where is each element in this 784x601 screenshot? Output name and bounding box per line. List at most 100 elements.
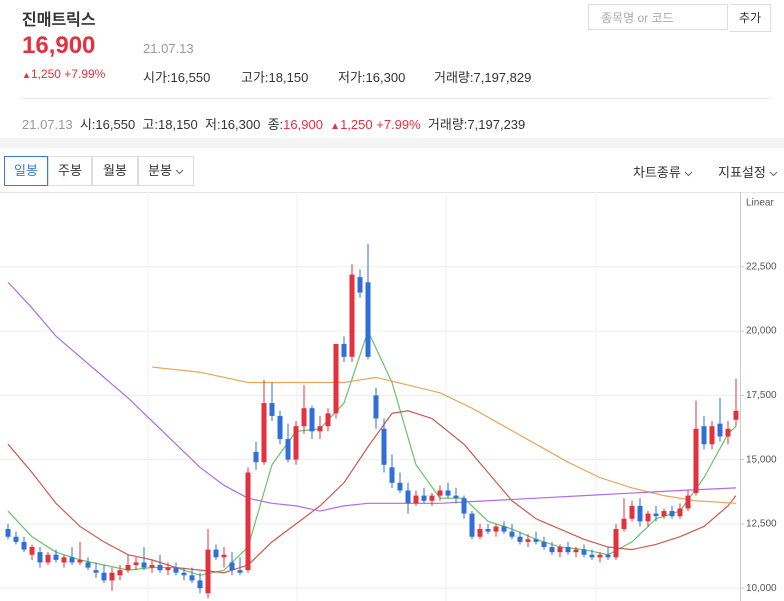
label: 거래량: xyxy=(434,70,474,85)
candle-body xyxy=(685,495,691,509)
change: ▲1,250 +7.99% xyxy=(22,67,105,81)
candle-body xyxy=(589,554,595,558)
candle-body xyxy=(37,552,43,563)
summary: 21.07.13 시:16,550 고:18,150 저:16,300 종:16… xyxy=(22,114,525,133)
candle-body xyxy=(453,495,459,499)
candle-body xyxy=(349,274,355,357)
divider xyxy=(22,98,770,99)
candle-body xyxy=(101,572,107,581)
candle-body xyxy=(573,549,579,553)
stat: 저가:16,300 xyxy=(338,67,405,86)
candle-body xyxy=(149,565,155,568)
candle-body xyxy=(189,575,195,581)
candle-body xyxy=(509,531,515,537)
candle-body xyxy=(477,529,483,537)
add-button[interactable]: 추가 xyxy=(730,4,771,32)
change-pct: +7.99% xyxy=(64,67,106,81)
candle-body xyxy=(701,426,707,445)
candle-body xyxy=(93,570,99,573)
candle-body xyxy=(421,495,427,501)
value: 18,150 xyxy=(158,117,198,132)
up-icon: ▲ xyxy=(22,70,31,80)
stat: 시가:16,550 xyxy=(143,67,210,86)
candle-body xyxy=(405,490,411,504)
change-value: 1,250 xyxy=(30,67,61,81)
label: 고: xyxy=(142,117,158,132)
candle-body xyxy=(581,549,587,555)
candle-body xyxy=(397,482,403,491)
candle-body xyxy=(717,423,723,437)
label: 거래량: xyxy=(427,117,468,132)
tab-weekly[interactable]: 주봉 xyxy=(48,156,92,186)
summary-date: 21.07.13 xyxy=(22,117,73,132)
candle-body xyxy=(373,395,379,419)
chart: Linear 10,000 12,500 15,000 17,500 20,000 22,… xyxy=(0,192,784,601)
search-input[interactable]: 종목명 or 코드 xyxy=(588,4,728,30)
candle-body xyxy=(645,513,651,522)
candle-body xyxy=(437,490,443,496)
y-tick-label: 17,500 xyxy=(746,390,777,401)
candle-body xyxy=(61,557,67,563)
tab-daily[interactable]: 일봉 xyxy=(4,156,48,186)
chart-type-menu[interactable]: 차트종류 xyxy=(633,162,693,181)
up-icon: ▲ xyxy=(330,121,341,132)
candle-body xyxy=(325,413,331,427)
candle-body xyxy=(517,536,523,542)
label: 시가: xyxy=(143,70,171,85)
indicator-menu[interactable]: 지표설정 xyxy=(718,162,778,181)
value: 16,550 xyxy=(95,117,136,132)
candle-body xyxy=(173,567,179,573)
label: 지표설정 xyxy=(718,165,766,180)
candle-body xyxy=(157,565,163,571)
candle-body xyxy=(613,529,619,558)
candle-body xyxy=(429,495,435,501)
candle-body xyxy=(525,539,531,542)
candle-body xyxy=(541,541,547,548)
candle-body xyxy=(653,513,659,517)
chevron xyxy=(684,171,693,177)
band xyxy=(0,138,784,148)
candle-body xyxy=(669,511,675,517)
candle-body xyxy=(557,547,563,553)
candle-body xyxy=(309,408,315,432)
candle-body xyxy=(389,467,395,483)
candle-body xyxy=(293,426,299,460)
y-tick-label: 22,500 xyxy=(746,261,777,272)
candle-body xyxy=(125,565,131,571)
candle-body xyxy=(333,343,339,414)
candle-body xyxy=(621,518,627,530)
candle-body xyxy=(725,428,731,437)
candle-body xyxy=(677,508,683,517)
candle-body xyxy=(197,580,203,589)
candle-body xyxy=(661,511,667,517)
candle-body xyxy=(53,554,59,560)
tab-monthly[interactable]: 월봉 xyxy=(92,156,138,186)
candle-body xyxy=(469,513,475,537)
candle-body xyxy=(629,505,635,519)
y-tick-label: 20,000 xyxy=(746,326,777,337)
candle-body xyxy=(733,410,739,420)
y-tick-label: 12,500 xyxy=(746,519,777,530)
chevron xyxy=(769,171,778,177)
candle-body xyxy=(493,526,499,532)
candle-body xyxy=(21,541,27,550)
candle-body xyxy=(221,554,227,558)
value: 16,300 xyxy=(365,70,406,85)
candle-body xyxy=(365,282,371,357)
candle-body xyxy=(381,428,387,465)
candle-body xyxy=(485,529,491,532)
moving-average xyxy=(151,366,737,504)
candle-body xyxy=(13,536,19,542)
candle-body xyxy=(637,505,643,522)
chevron xyxy=(175,169,184,175)
candle-body xyxy=(141,562,147,568)
candle-body xyxy=(597,554,603,558)
candle-body xyxy=(533,539,539,542)
candle-body xyxy=(413,495,419,504)
candle-body xyxy=(253,451,259,463)
axis-label: Linear xyxy=(746,198,774,209)
candle-body xyxy=(501,526,507,532)
label: 차트종류 xyxy=(633,165,681,180)
tab-minute[interactable]: 분봉 xyxy=(138,156,194,186)
candle-body xyxy=(269,403,275,416)
